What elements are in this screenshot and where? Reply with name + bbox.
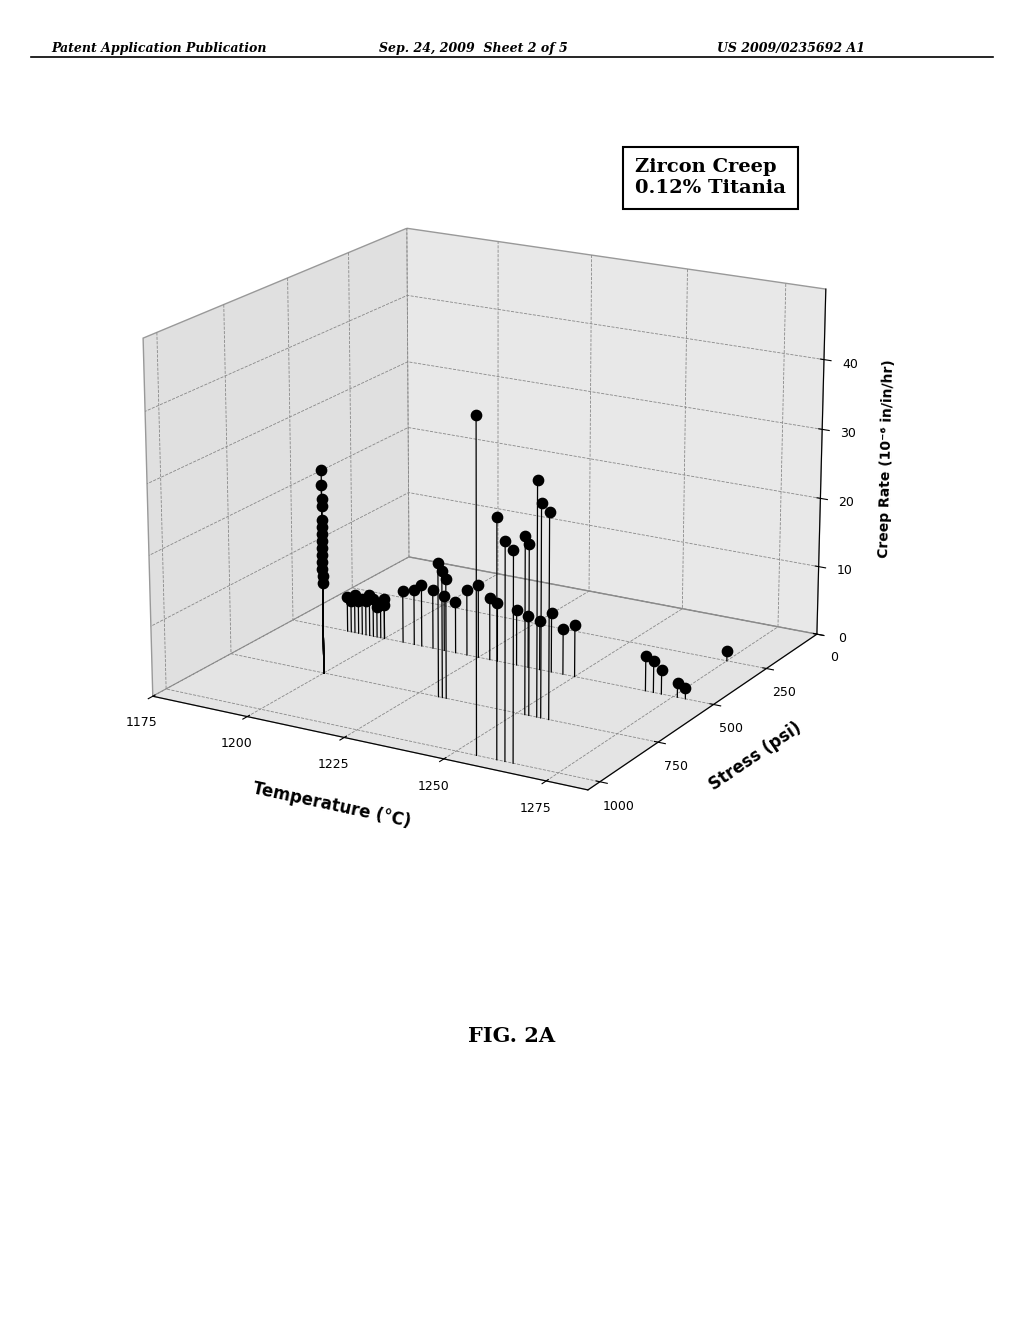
Text: Zircon Creep
0.12% Titania: Zircon Creep 0.12% Titania: [635, 158, 785, 197]
Text: US 2009/0235692 A1: US 2009/0235692 A1: [717, 42, 865, 55]
Text: Patent Application Publication: Patent Application Publication: [51, 42, 266, 55]
Text: Sep. 24, 2009  Sheet 2 of 5: Sep. 24, 2009 Sheet 2 of 5: [379, 42, 567, 55]
Text: FIG. 2A: FIG. 2A: [468, 1026, 556, 1047]
X-axis label: Temperature (°C): Temperature (°C): [251, 780, 412, 832]
Y-axis label: Stress (psi): Stress (psi): [707, 718, 805, 793]
